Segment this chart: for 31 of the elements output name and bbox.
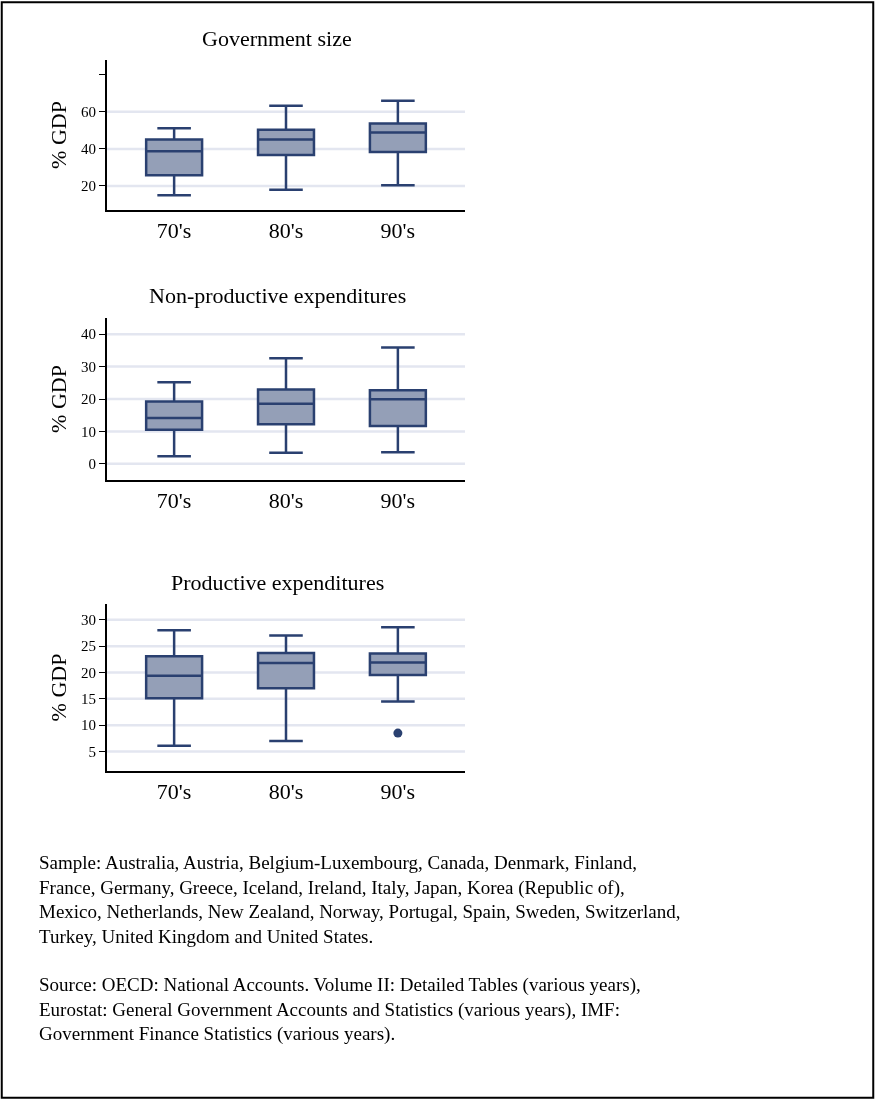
chart-title: Government size (202, 26, 352, 51)
y-tick-label: 15 (81, 691, 96, 708)
y-tick-label: 20 (81, 391, 96, 408)
x-tick-label: 80's (268, 218, 304, 244)
y-tick-label: 5 (88, 743, 96, 760)
x-tick-label: 80's (268, 488, 304, 514)
y-tick-label: 30 (81, 612, 96, 629)
y-axis-title: % GDP (46, 365, 72, 433)
x-tick-label: 90's (380, 488, 416, 514)
y-tick-label: 25 (81, 638, 96, 655)
x-tick-label: 90's (380, 218, 416, 244)
y-tick-label: 60 (81, 104, 96, 121)
x-tick-label: 70's (156, 779, 192, 805)
x-tick-label: 70's (156, 488, 192, 514)
y-tick-label: 10 (81, 717, 96, 734)
y-tick-label: 10 (81, 423, 96, 440)
y-tick-label: 40 (81, 141, 96, 158)
chart-title: Non-productive expenditures (149, 283, 407, 308)
source-note: Source: OECD: National Accounts. Volume II: Detailed Tables (various years), Eurostat: General Government Accounts and Statistics (various years), IMF: Government Finance Statistics (various years). (39, 974, 641, 1046)
y-tick-label: 30 (81, 358, 96, 375)
y-axis-title: % GDP (46, 101, 72, 169)
y-tick-label: 20 (81, 664, 96, 681)
y-tick-label: 20 (81, 178, 96, 195)
chart-title: Productive expenditures (171, 570, 385, 595)
x-tick-label: 80's (268, 779, 304, 805)
x-tick-label: 70's (156, 218, 192, 244)
y-tick-label: 0 (88, 456, 96, 473)
y-tick-label: 40 (81, 326, 96, 343)
text: Sample: Australia, Austria, Belgium-Luxembourg, Canada, Denmark, Finland, France, Germany, Greece, Iceland, Ireland, Italy, Japan, Korea (Republic of), Mexico, Netherlands, New Zealand, Norway, Portugal, Spain, Sweden, Switzerland, Turkey, United Kingdom and United States. (39, 852, 681, 948)
y-axis-title: % GDP (46, 653, 72, 722)
x-tick-label: 90's (380, 779, 416, 805)
